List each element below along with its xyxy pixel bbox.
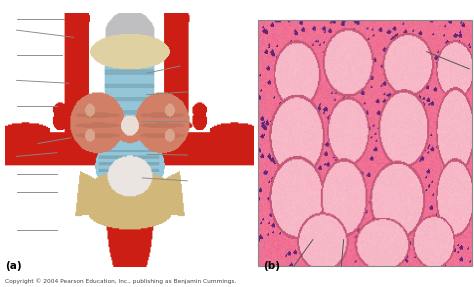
Text: Copyright © 2004 Pearson Education, Inc., publishing as Benjamin Cummings.: Copyright © 2004 Pearson Education, Inc.… <box>5 278 236 284</box>
Bar <box>258 20 472 266</box>
Text: (b): (b) <box>263 261 280 271</box>
Text: (a): (a) <box>5 261 21 271</box>
